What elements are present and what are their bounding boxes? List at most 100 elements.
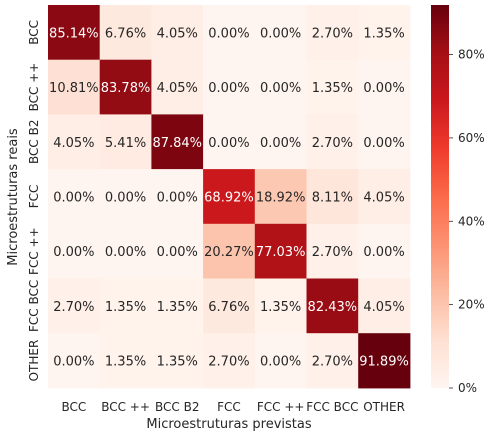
cell-value-label: 1.35% <box>105 355 146 370</box>
cell-value-label: 1.35% <box>363 26 404 41</box>
cell-value-label: 0.00% <box>157 245 198 260</box>
colorbar-tick-label: 40% <box>458 214 485 228</box>
cell-value-label: 0.00% <box>157 190 198 205</box>
cell-value-label: 2.70% <box>312 26 353 41</box>
heatmap-cell <box>306 59 359 115</box>
cell-value-label: 6.76% <box>105 26 146 41</box>
cell-value-label: 4.05% <box>363 190 404 205</box>
heatmap-cell <box>151 5 204 61</box>
cell-value-label: 2.70% <box>208 355 249 370</box>
cell-value-label: 0.00% <box>208 81 249 96</box>
y-axis-label: Microestruturas reais <box>6 128 21 266</box>
colorbar <box>431 5 449 388</box>
heatmap-cell <box>99 59 152 115</box>
heatmap-cell <box>99 333 152 389</box>
cell-value-label: 8.11% <box>312 190 353 205</box>
heatmap-cell <box>306 278 359 334</box>
cell-value-label: 4.05% <box>157 81 198 96</box>
heatmap-cell <box>48 5 101 61</box>
colorbar-tick-label: 20% <box>458 298 485 312</box>
x-tick-label: FCC ++ <box>257 400 305 414</box>
cell-value-label: 0.00% <box>260 81 301 96</box>
heatmap-cell <box>358 5 411 61</box>
heatmap-cell <box>48 114 101 170</box>
y-tick-label: OTHER <box>27 340 41 382</box>
cell-value-label: 1.35% <box>312 81 353 96</box>
heatmap-cell <box>151 333 204 389</box>
heatmap-cell <box>254 223 307 279</box>
heatmap-cell <box>358 223 411 279</box>
x-tick-labels: BCC BCC ++ BCC B2 FCC FCC ++ FCC BCC OTHER <box>61 400 404 414</box>
x-tick-label: BCC ++ <box>101 400 150 414</box>
x-axis-label: Microestruturas previstas <box>146 417 311 432</box>
cell-value-label: 1.35% <box>105 300 146 315</box>
heatmap-cell <box>306 5 359 61</box>
heatmap-cell <box>99 5 152 61</box>
heatmap-cell <box>358 114 411 170</box>
cell-value-label: 1.35% <box>260 300 301 315</box>
cell-value-label: 4.05% <box>53 136 94 151</box>
cell-value-label: 85.14% <box>49 26 99 41</box>
x-tick-label: FCC <box>217 400 241 414</box>
x-tick-label: OTHER <box>363 400 405 414</box>
y-tick-label: BCC ++ <box>27 63 41 112</box>
heatmap-cell <box>48 59 101 115</box>
heatmap-cell <box>151 169 204 225</box>
colorbar-tick-label: 60% <box>458 131 485 145</box>
cell-value-label: 0.00% <box>53 355 94 370</box>
heatmap-cell <box>99 278 152 334</box>
cell-value-label: 0.00% <box>363 81 404 96</box>
cell-value-label: 1.35% <box>157 300 198 315</box>
heatmap-cell <box>203 5 256 61</box>
cell-value-label: 4.05% <box>363 300 404 315</box>
colorbar-tick-label: 0% <box>458 381 477 395</box>
heatmap-cell <box>306 333 359 389</box>
y-tick-label: FCC BCC <box>27 280 41 332</box>
cell-value-label: 18.92% <box>256 190 306 205</box>
cell-value-label: 0.00% <box>363 245 404 260</box>
cell-value-label: 0.00% <box>53 245 94 260</box>
y-tick-label: FCC <box>27 185 41 209</box>
heatmap-cell <box>48 333 101 389</box>
heatmap-cell <box>254 5 307 61</box>
y-tick-labels: BCC BCC ++ BCC B2 FCC FCC ++ FCC BCC OTHER <box>27 20 41 381</box>
heatmap-cell <box>203 59 256 115</box>
heatmap-cell <box>358 333 411 389</box>
cell-value-label: 0.00% <box>105 245 146 260</box>
heatmap-cell <box>254 169 307 225</box>
cell-value-label: 2.70% <box>312 136 353 151</box>
cell-value-label: 0.00% <box>105 190 146 205</box>
heatmap-cell <box>151 223 204 279</box>
colorbar-ticks: 0% 20% 40% 60% 80% <box>449 48 485 395</box>
colorbar-tick-label: 80% <box>458 48 485 62</box>
cell-value-label: 2.70% <box>312 245 353 260</box>
cell-value-label: 0.00% <box>260 136 301 151</box>
heatmap-cell <box>203 278 256 334</box>
y-tick-label: BCC B2 <box>27 120 41 164</box>
cell-value-label: 91.89% <box>359 355 409 370</box>
heatmap-cell <box>99 223 152 279</box>
heatmap-cell <box>306 223 359 279</box>
x-tick-label: BCC <box>61 400 86 414</box>
heatmap-cell <box>254 333 307 389</box>
heatmap-cell <box>203 114 256 170</box>
heatmap-cell <box>203 333 256 389</box>
heatmap-cell <box>203 169 256 225</box>
cell-value-label: 2.70% <box>312 355 353 370</box>
heatmap-cell <box>48 169 101 225</box>
cell-value-label: 2.70% <box>53 300 94 315</box>
cell-value-label: 87.84% <box>152 136 202 151</box>
cell-value-label: 68.92% <box>204 190 254 205</box>
cell-value-label: 4.05% <box>157 26 198 41</box>
cell-value-label: 6.76% <box>208 300 249 315</box>
cell-value-label: 77.03% <box>256 245 306 260</box>
cell-value-label: 83.78% <box>101 81 151 96</box>
cell-value-label: 5.41% <box>105 136 146 151</box>
cell-value-label: 82.43% <box>308 300 358 315</box>
y-tick-label: FCC ++ <box>27 227 41 275</box>
cell-value-label: 0.00% <box>260 355 301 370</box>
cell-value-label: 0.00% <box>208 26 249 41</box>
heatmap-cell <box>151 278 204 334</box>
cell-value-label: 0.00% <box>208 136 249 151</box>
heatmap-cell <box>254 114 307 170</box>
